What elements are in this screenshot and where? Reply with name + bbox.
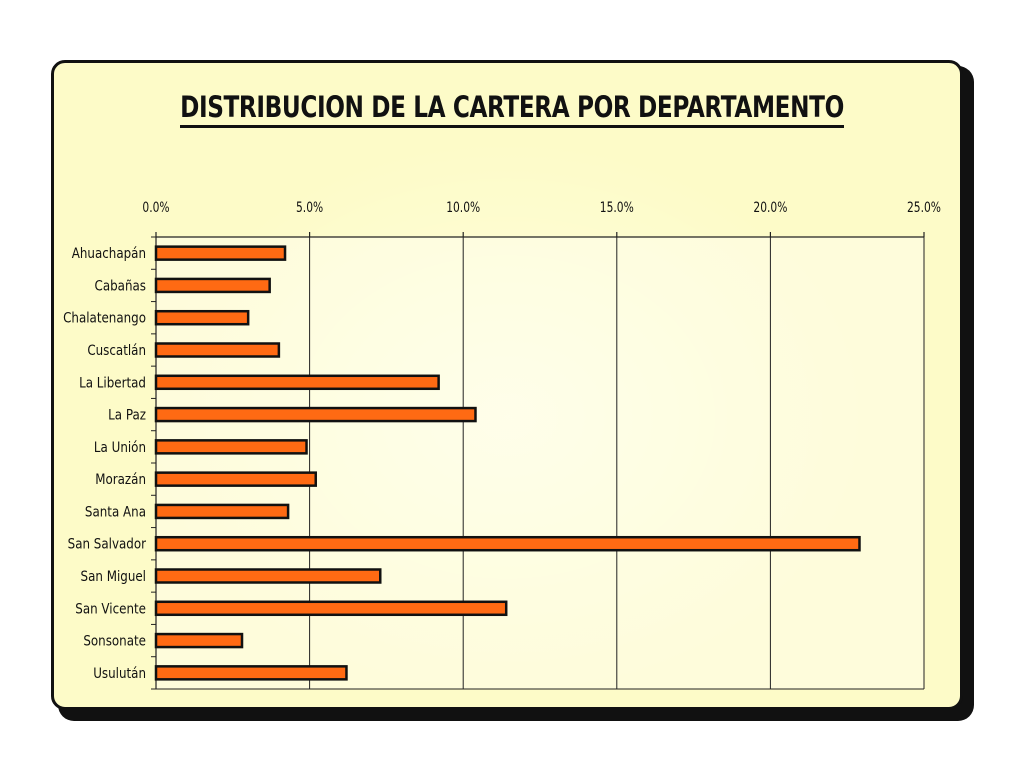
category-label: Cuscatlán xyxy=(87,343,146,359)
bar xyxy=(154,439,308,455)
bar xyxy=(154,568,382,584)
bar xyxy=(154,277,271,294)
bar xyxy=(154,600,508,617)
bar xyxy=(154,535,861,552)
chart-title-text: DISTRIBUCION DE LA CARTERA POR DEPARTAME… xyxy=(180,90,844,128)
category-label: Morazán xyxy=(95,472,146,488)
category-label: San Vicente xyxy=(75,601,146,617)
category-label: Chalatenango xyxy=(63,311,146,327)
bar xyxy=(154,503,290,520)
bar xyxy=(154,632,244,649)
x-tick-label: 5.0% xyxy=(296,200,323,216)
category-label: San Miguel xyxy=(81,569,146,585)
category-label: Cabañas xyxy=(95,279,147,295)
x-tick-label: 20.0% xyxy=(753,200,787,216)
x-tick-label: 0.0% xyxy=(142,200,169,216)
category-label: La Libertad xyxy=(79,375,146,391)
category-label: La Paz xyxy=(108,408,146,424)
category-label: San Salvador xyxy=(68,537,147,553)
bar xyxy=(154,471,317,487)
bar xyxy=(154,342,281,358)
x-tick-label: 15.0% xyxy=(600,200,634,216)
bar xyxy=(154,665,348,681)
bar xyxy=(154,245,287,261)
category-label: Sonsonate xyxy=(83,634,146,650)
x-tick-label: 25.0% xyxy=(907,200,941,216)
plot-area xyxy=(156,237,924,689)
x-tick-label: 10.0% xyxy=(446,200,480,216)
bar xyxy=(154,309,250,326)
category-label: Santa Ana xyxy=(85,505,146,521)
chart-title: DISTRIBUCION DE LA CARTERA POR DEPARTAME… xyxy=(102,90,921,128)
bar xyxy=(154,406,477,423)
category-label: Usulután xyxy=(93,666,146,682)
category-label: La Unión xyxy=(94,440,146,456)
bar xyxy=(154,374,440,391)
category-label: Ahuachapán xyxy=(72,246,146,262)
